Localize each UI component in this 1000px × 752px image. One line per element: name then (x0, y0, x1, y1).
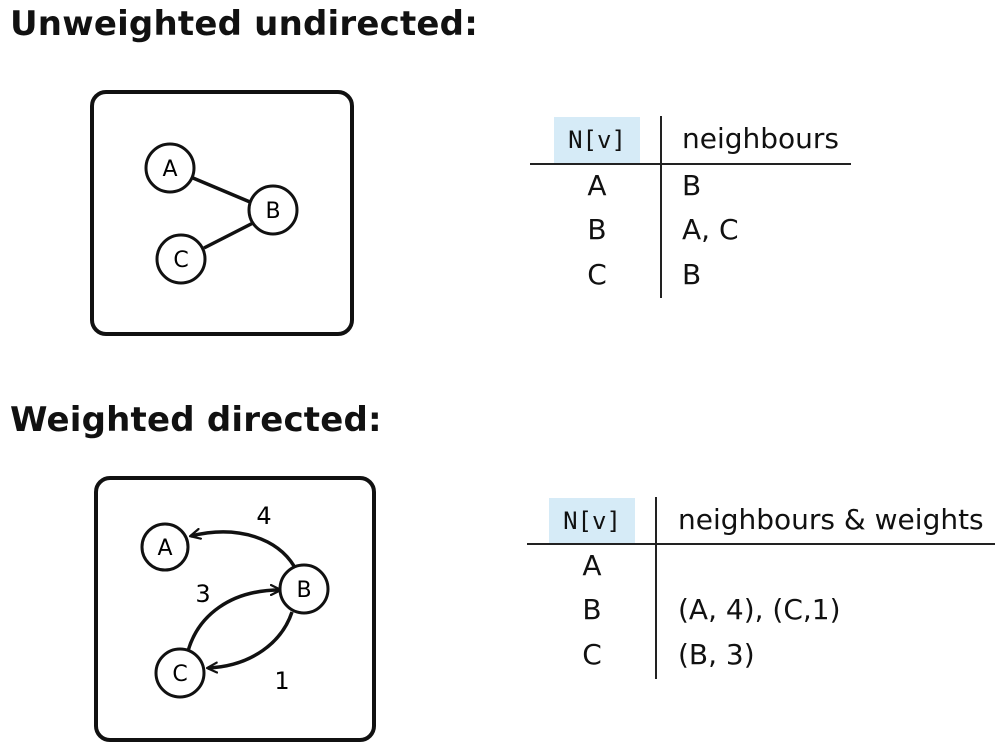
table-column-divider (655, 497, 657, 679)
table-row-value: A, C (682, 213, 739, 246)
edge-b-c-directed (208, 611, 294, 668)
node-b-label: B (265, 199, 280, 224)
node-a-label: A (162, 157, 177, 182)
weight-label-b-c: 1 (274, 667, 289, 695)
table-row-key: C (582, 638, 602, 671)
node-a: A (144, 142, 196, 194)
table-header-key: N[v] (554, 117, 640, 163)
table-header-value: neighbours (682, 122, 840, 155)
undirected-adjacency-table: N[v] neighbours A B B A, C C B (530, 112, 855, 302)
directed-adjacency-table: N[v] neighbours & weights A B (A, 4), (C… (527, 493, 997, 683)
table-column-divider (660, 116, 662, 298)
weight-label-b-a: 4 (256, 502, 271, 530)
table-header-rule (527, 543, 995, 545)
table-header-key: N[v] (549, 498, 635, 544)
table-row-key: B (582, 593, 602, 626)
directed-node-b-label: B (296, 578, 311, 603)
table-row-value: (A, 4), (C,1) (678, 593, 841, 626)
table-row-value: B (682, 169, 702, 202)
edge-b-c (203, 221, 254, 250)
node-c-label: C (173, 248, 188, 273)
directed-node-c-label: C (172, 662, 187, 687)
directed-graph: 4 3 1 A B C (94, 476, 376, 742)
table-row-key: A (587, 169, 607, 202)
directed-node-a: A (140, 522, 190, 572)
undirected-graph-frame (90, 90, 354, 336)
table-header-rule (530, 163, 851, 165)
weight-label-c-b: 3 (195, 580, 210, 608)
undirected-graph: A B C (90, 90, 354, 336)
edge-c-b (186, 590, 280, 652)
directed-node-b: B (278, 563, 330, 615)
node-b: B (247, 184, 299, 236)
directed-node-a-label: A (157, 536, 172, 561)
table-header-value: neighbours & weights (678, 503, 984, 536)
directed-heading: Weighted directed: (10, 400, 382, 440)
table-row-key: A (582, 549, 602, 582)
directed-node-c: C (154, 647, 206, 699)
edge-b-a (191, 532, 296, 567)
table-row-value: B (682, 258, 702, 291)
table-row-key: B (587, 213, 607, 246)
edge-a-b (192, 176, 251, 204)
directed-graph-frame (94, 476, 376, 742)
node-c: C (155, 233, 207, 285)
table-row-key: C (587, 258, 607, 291)
undirected-heading: Unweighted undirected: (10, 4, 478, 44)
table-row-value: (B, 3) (678, 638, 755, 671)
